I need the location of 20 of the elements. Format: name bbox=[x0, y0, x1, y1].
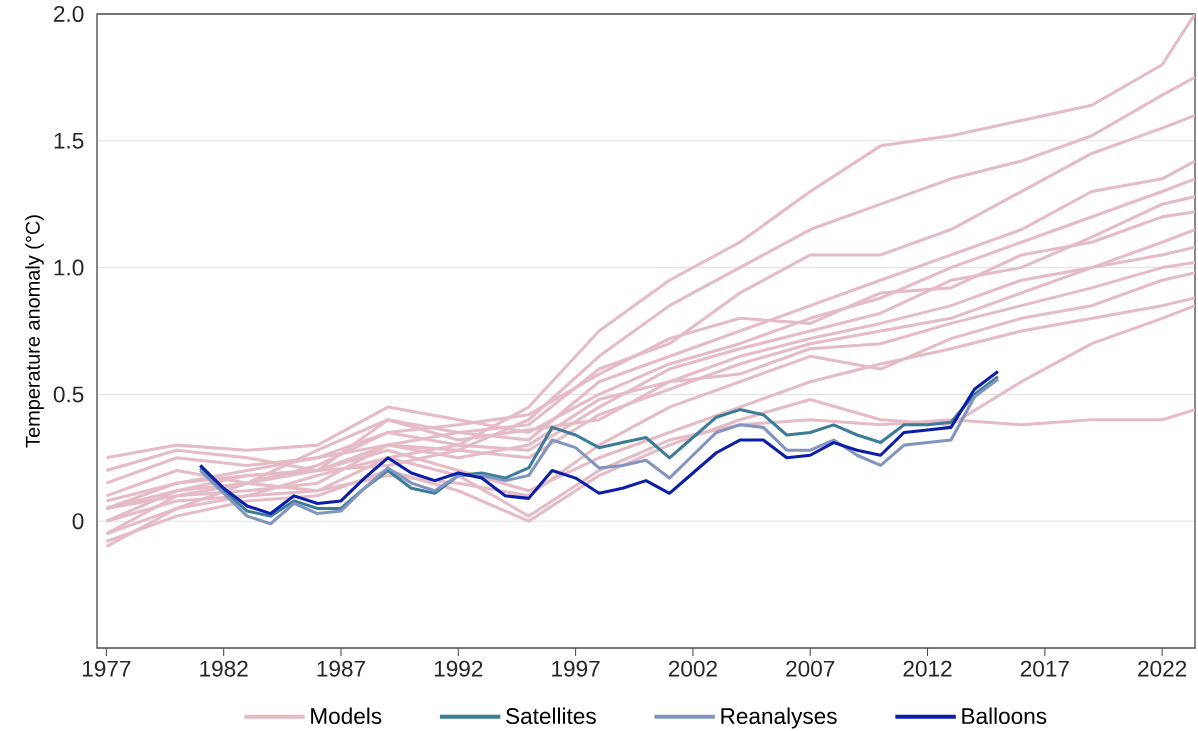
y-tick-label: 0.5 bbox=[53, 386, 84, 403]
x-tick-label: 2007 bbox=[786, 660, 835, 677]
y-axis-title: Temperature anomaly (°C) bbox=[25, 215, 44, 448]
y-tick-label: 0 bbox=[72, 513, 84, 530]
legend-label: Reanalyses bbox=[721, 707, 837, 729]
legend-label: Balloons bbox=[962, 707, 1047, 725]
x-tick-label: 2002 bbox=[668, 660, 717, 677]
x-tick-label: 1997 bbox=[552, 660, 600, 677]
x-tick-label: 1987 bbox=[317, 660, 365, 677]
y-tick-label: 2.0 bbox=[54, 5, 84, 22]
legend-label: Models bbox=[311, 707, 382, 725]
x-tick-label: 2022 bbox=[1138, 660, 1187, 677]
x-tick-label: 1992 bbox=[434, 660, 483, 677]
legend-label: Satellites bbox=[506, 707, 596, 725]
x-tick-label: 1977 bbox=[82, 660, 131, 677]
y-tick-label: 1.0 bbox=[54, 259, 84, 276]
y-tick-label: 1.5 bbox=[54, 132, 84, 149]
x-tick-label: 2012 bbox=[903, 660, 952, 677]
x-tick-label: 2017 bbox=[1020, 660, 1069, 677]
x-tick-label: 1982 bbox=[200, 660, 248, 677]
